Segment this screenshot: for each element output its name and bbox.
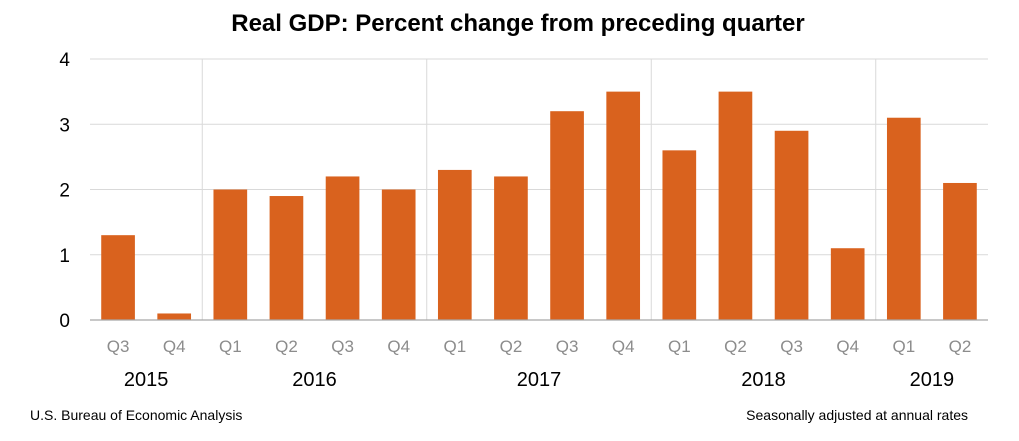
- bar-15: [943, 182, 977, 320]
- year-label: 2018: [741, 369, 786, 391]
- x-tick-label: Q2: [949, 337, 972, 356]
- bar-14: [886, 117, 921, 320]
- x-axis-quarter-ticks: Q3 Q4 Q1 Q2 Q3 Q4 Q1 Q2 Q3 Q4 Q1 Q2 Q3 Q4 Q1 Q2: [107, 337, 972, 356]
- bar-9: [606, 91, 641, 320]
- seasonal-adjustment-note: Seasonally adjusted at annual rates: [746, 407, 968, 423]
- bar-11: [718, 91, 753, 320]
- bar-6: [437, 169, 472, 320]
- year-label: 2016: [292, 369, 337, 391]
- y-tick-label: 3: [59, 115, 70, 136]
- bars: [101, 91, 977, 320]
- x-tick-label: Q2: [275, 337, 298, 356]
- x-tick-label: Q3: [556, 337, 579, 356]
- x-tick-label: Q3: [780, 337, 803, 356]
- bar-13: [830, 248, 865, 320]
- x-tick-label: Q1: [219, 337, 242, 356]
- year-dividers: [201, 59, 877, 320]
- x-tick-label: Q4: [387, 337, 410, 356]
- x-tick-label: Q1: [443, 337, 466, 356]
- x-tick-label: Q4: [836, 337, 859, 356]
- bar-12: [774, 130, 809, 320]
- bar-7: [494, 176, 528, 320]
- y-tick-label: 1: [59, 246, 70, 267]
- bar-10: [662, 150, 697, 320]
- chart-title: Real GDP: Percent change from preceding …: [231, 10, 804, 37]
- year-label: 2019: [910, 369, 955, 391]
- x-tick-label: Q1: [892, 337, 915, 356]
- y-axis-ticks: 0 1 2 3 4: [59, 50, 70, 332]
- x-tick-label: Q4: [163, 337, 186, 356]
- x-tick-label: Q2: [724, 337, 747, 356]
- y-tick-label: 2: [59, 181, 70, 202]
- bar-8: [550, 111, 584, 320]
- x-tick-label: Q2: [500, 337, 523, 356]
- bar-1: [157, 313, 192, 320]
- year-label: 2017: [517, 369, 562, 391]
- x-axis-year-labels: 2015 2016 2017 2018 2019: [124, 369, 954, 391]
- bar-4: [325, 176, 360, 320]
- bar-3: [269, 196, 304, 320]
- x-tick-label: Q3: [107, 337, 130, 356]
- bar-2: [213, 189, 248, 320]
- y-tick-label: 4: [59, 50, 70, 71]
- y-tick-label: 0: [59, 311, 70, 332]
- x-tick-label: Q1: [668, 337, 691, 356]
- bar-5: [381, 189, 416, 320]
- x-tick-label: Q3: [331, 337, 354, 356]
- x-tick-label: Q4: [612, 337, 635, 356]
- bar-0: [101, 235, 135, 320]
- source-note: U.S. Bureau of Economic Analysis: [30, 407, 242, 423]
- year-label: 2015: [124, 369, 169, 391]
